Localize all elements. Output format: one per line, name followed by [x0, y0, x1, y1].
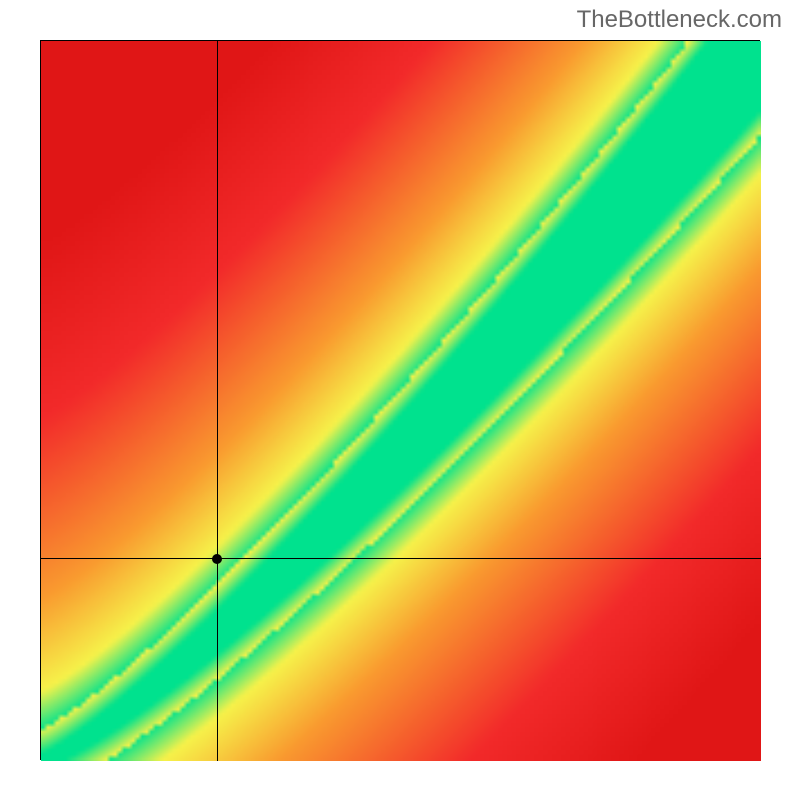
- attribution-text: TheBottleneck.com: [577, 6, 782, 34]
- chart-container: TheBottleneck.com: [0, 0, 800, 800]
- heatmap-plot: [40, 40, 760, 760]
- heatmap-canvas: [41, 41, 761, 761]
